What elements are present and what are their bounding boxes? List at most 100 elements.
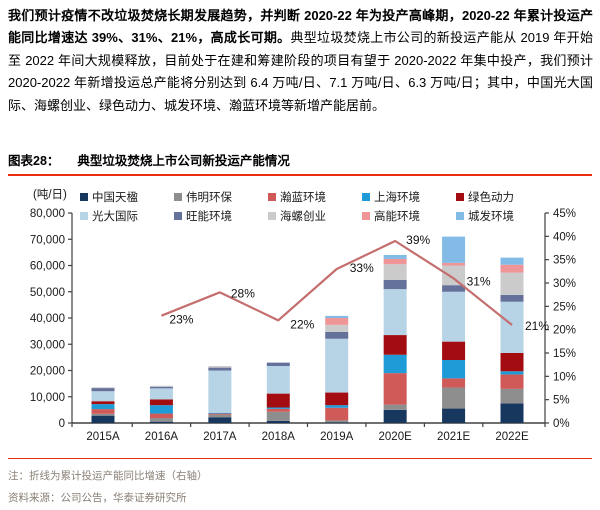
legend-item: 中国天楹 (80, 187, 174, 206)
figure-header: 图表28： 典型垃圾焚烧上市公司新投运产能情况 (8, 150, 592, 176)
bar-segment (442, 360, 466, 379)
bar-segment (325, 324, 349, 332)
bar-segment (325, 407, 349, 421)
bar-segment (500, 264, 524, 273)
right-axis-label: 0% (553, 418, 570, 430)
bar-segment (266, 408, 290, 412)
bar-segment (91, 409, 115, 414)
chart-legend: 中国天楹 伟明环保 瀚蓝环境 上海环境 绿色动力 光大国际 旺能环境 海螺创业 高能环境 城发环… (80, 187, 580, 225)
legend-item: 旺能环境 (174, 206, 268, 225)
figure-number: 图表28： (8, 154, 60, 168)
bar-segment (208, 417, 232, 423)
legend-item: 高能环境 (362, 206, 456, 225)
legend-swatch-icon (80, 192, 88, 201)
growth-line-label: 39% (406, 233, 430, 247)
bar-segment (383, 258, 407, 265)
legend-swatch-icon (268, 211, 276, 220)
bar-segment (91, 387, 115, 389)
bar-segment (383, 404, 407, 410)
bar-segment (500, 403, 524, 423)
x-axis-label: 2015A (86, 431, 120, 443)
report-paragraph-bold: 我们预计疫情不改垃圾焚烧长期发展趋势，并判断 2020-22 年为投产高峰期，2… (8, 8, 593, 46)
legend-item: 绿色动力 (456, 187, 550, 206)
bar-segment (208, 366, 232, 368)
legend-label: 高能环境 (374, 210, 420, 223)
left-axis-label: 40,000 (30, 313, 65, 325)
growth-line-label: 31% (467, 274, 491, 288)
growth-line-label: 21% (525, 319, 549, 333)
legend-item: 伟明环保 (174, 187, 268, 206)
right-axis-label: 10% (553, 371, 576, 383)
left-axis-label: 60,000 (30, 261, 65, 273)
bar-segment (149, 421, 173, 423)
growth-line-label: 33% (350, 261, 374, 275)
legend-label: 伟明环保 (186, 191, 232, 204)
chart-footnote: 注：折线为累计投运产能同比增速（右轴） 资料来源：公司公告，华泰证券研究所 (8, 458, 592, 510)
capacity-chart: 0 10,000 20,000 30,000 40,000 50,000 60,000 70,… (30, 208, 576, 443)
bar-segment (266, 407, 290, 409)
figure-title: 典型垃圾焚烧上市公司新投运产能情况 (77, 154, 290, 168)
legend-row-2: 光大国际 旺能环境 海螺创业 高能环境 城发环境 (80, 206, 580, 225)
legend-item: 上海环境 (362, 187, 456, 206)
bar-segment (149, 418, 173, 422)
legend-swatch-icon (174, 192, 182, 201)
bar-segment (208, 367, 232, 371)
legend-label: 中国天楹 (92, 191, 138, 204)
bar-segment (442, 378, 466, 388)
left-axis-label: 30,000 (30, 339, 65, 351)
legend-row-1: 中国天楹 伟明环保 瀚蓝环境 上海环境 绿色动力 (80, 187, 580, 206)
bar-segment (383, 354, 407, 374)
bar-segment (500, 301, 524, 353)
bar-segment (442, 236, 466, 263)
legend-swatch-icon (268, 192, 276, 201)
right-axis-label: 30% (553, 278, 576, 290)
bar-segment (266, 411, 290, 421)
report-paragraph: 我们预计疫情不改垃圾焚烧长期发展趋势，并判断 2020-22 年为投产高峰期，2… (8, 5, 593, 117)
footnote-note: 注：折线为累计投运产能同比增速（右轴） (8, 471, 208, 482)
legend-label: 光大国际 (92, 210, 138, 223)
report-paragraph-normal: 典型垃圾焚烧上市公司的新投运产能从 2019 年开始至 2022 年间大规模释放… (8, 30, 593, 113)
bar-segment (500, 257, 524, 265)
bar-segment (149, 399, 173, 406)
bar-segment (383, 335, 407, 355)
left-axis-label: 0 (59, 418, 65, 430)
growth-line-label: 23% (169, 313, 193, 327)
bar-segment (383, 373, 407, 405)
bar-segment (325, 318, 349, 325)
right-axis-label: 15% (553, 348, 576, 360)
bar-segment (500, 371, 524, 375)
legend-label: 瀚蓝环境 (280, 191, 326, 204)
bar-segment (91, 391, 115, 402)
growth-line (161, 239, 513, 326)
bar-segment (325, 392, 349, 406)
bar-segment (91, 413, 115, 416)
x-axis-label: 2017A (203, 431, 237, 443)
x-axis-label: 2018A (262, 431, 296, 443)
bar-segment (383, 264, 407, 280)
legend-label: 旺能环境 (186, 210, 232, 223)
legend-label: 海螺创业 (280, 210, 326, 223)
right-axis-label: 20% (553, 325, 576, 337)
bar-segment (500, 294, 524, 302)
right-axis-label: 5% (553, 395, 570, 407)
legend-swatch-icon (456, 192, 464, 201)
bar-segment (149, 388, 173, 400)
left-axis-label: 10,000 (30, 392, 65, 404)
bar-segment (266, 393, 290, 408)
bar-segment (383, 409, 407, 423)
bar-segment (91, 415, 115, 423)
legend-item: 瀚蓝环境 (268, 187, 362, 206)
x-axis-label: 2022E (495, 431, 529, 443)
legend-swatch-icon (362, 192, 370, 201)
right-axis-label: 35% (553, 255, 576, 267)
left-axis-label: 80,000 (30, 208, 65, 220)
legend-label: 绿色动力 (468, 191, 514, 204)
bar-segment (149, 385, 173, 387)
bar-segment (325, 338, 349, 393)
bar-segment (208, 370, 232, 413)
right-axis-label: 45% (553, 208, 576, 220)
right-axis-label: 40% (553, 231, 576, 243)
x-axis-label: 2016A (145, 431, 179, 443)
bar-segment (149, 405, 173, 414)
bar-segment (91, 388, 115, 392)
